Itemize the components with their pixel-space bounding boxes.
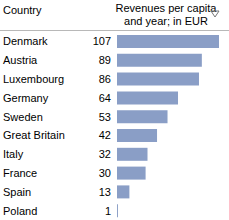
html-text:Revenues per capita and year;: Revenues per capita and year; in EUR: [115, 2, 217, 27]
svg-text:86: 86: [99, 73, 111, 85]
svg-text:Italy: Italy: [8, 148, 24, 160]
svg-text:32: 32: [99, 148, 111, 160]
svg-text:Germany: Germany: [8, 92, 49, 104]
svg-text:89: 89: [99, 54, 111, 66]
svg-text:Poland: Poland: [8, 205, 37, 217]
svg-text:64: 64: [99, 92, 111, 104]
svg-text:107: 107: [93, 35, 111, 47]
svg-text:1: 1: [105, 205, 111, 217]
html-text:Country: Country: [3, 4, 42, 16]
svg-text:42: 42: [99, 129, 111, 141]
svg-text:30: 30: [99, 167, 111, 179]
svg-text:13: 13: [99, 186, 111, 198]
svg-text:Spain: Spain: [8, 186, 31, 198]
svg-text:France: France: [8, 167, 37, 179]
svg-text:Denmark: Denmark: [8, 35, 48, 47]
svg-text:53: 53: [99, 111, 111, 123]
svg-text:Sweden: Sweden: [8, 111, 43, 123]
svg-text:Luxembourg: Luxembourg: [8, 73, 64, 85]
svg-text:Great Britain: Great Britain: [8, 129, 65, 141]
svg-text:Austria: Austria: [8, 54, 38, 66]
